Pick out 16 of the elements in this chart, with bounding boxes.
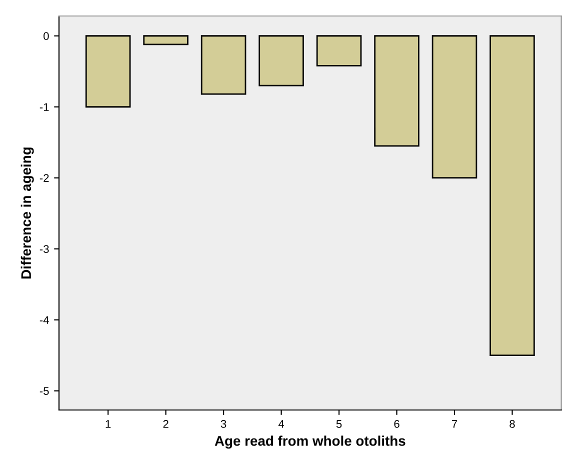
y-tick-label: -1 <box>40 103 49 111</box>
x-tick-label: 4 <box>278 420 284 428</box>
y-tick-label: -2 <box>40 174 49 182</box>
x-tick-label: 8 <box>510 420 515 428</box>
y-tick-label: 0 <box>44 32 49 40</box>
x-tick-label: 1 <box>106 420 111 428</box>
x-tick-label: 6 <box>394 420 400 428</box>
y-axis-title: Difference in ageing <box>20 148 34 278</box>
x-tick-label: 3 <box>220 420 226 428</box>
x-tick-label: 5 <box>336 420 342 428</box>
y-tick-label: -5 <box>40 387 49 395</box>
x-tick-label: 7 <box>452 420 458 428</box>
y-tick-label: -3 <box>40 245 49 253</box>
y-tick-label: -4 <box>40 316 49 324</box>
x-axis-title: Age read from whole otoliths <box>214 436 406 449</box>
x-tick-label: 2 <box>163 420 168 428</box>
